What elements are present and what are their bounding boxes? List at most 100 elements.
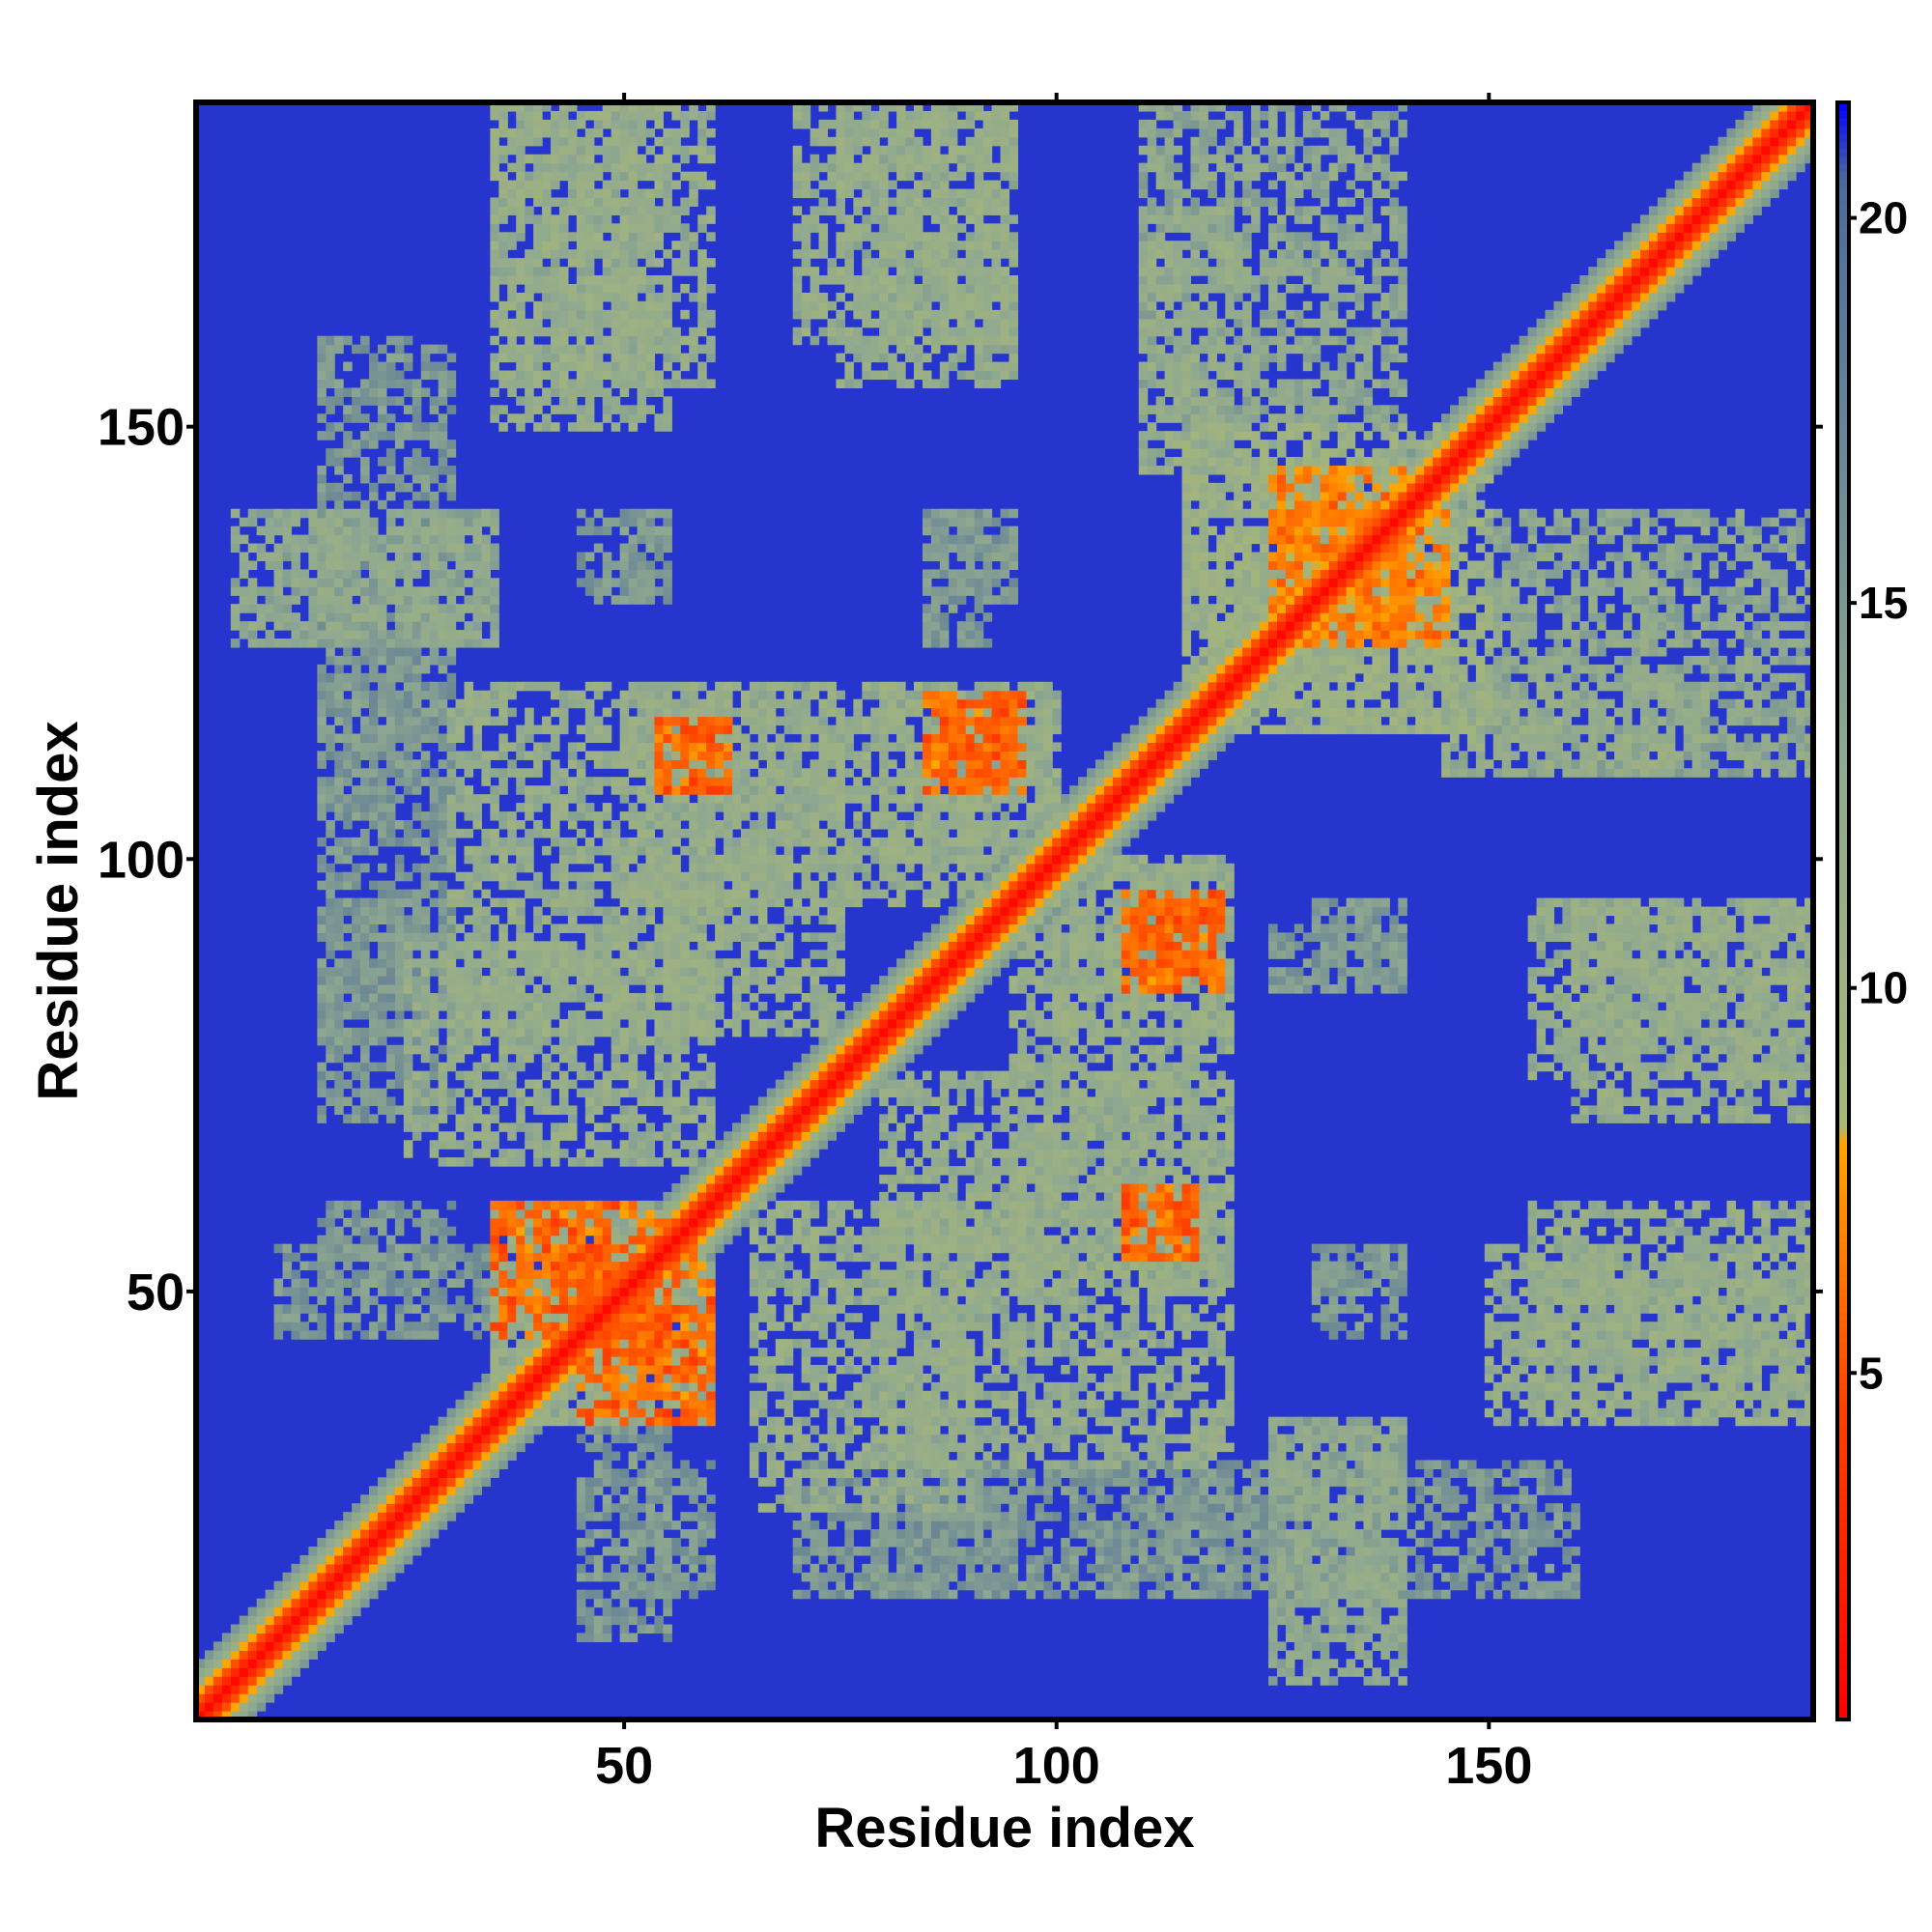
heatmap-cell — [472, 941, 483, 951]
heatmap-cell — [619, 1062, 630, 1072]
heatmap-cell — [498, 258, 508, 268]
heatmap-cell — [637, 1235, 647, 1245]
heatmap-cell — [551, 1407, 560, 1418]
heatmap-cell — [654, 880, 664, 891]
heatmap-cell — [533, 803, 543, 812]
heatmap-cell — [533, 1252, 543, 1263]
heatmap-cell — [628, 1062, 639, 1072]
heatmap-cell — [689, 751, 698, 760]
heatmap-cell — [593, 1217, 604, 1228]
heatmap-cell — [412, 457, 422, 467]
heatmap-cell — [654, 102, 664, 112]
heatmap-cell — [611, 941, 621, 951]
heatmap-cell — [584, 1381, 595, 1392]
heatmap-cell — [593, 820, 604, 830]
heatmap-cell — [481, 1001, 491, 1011]
heatmap-cell — [697, 1269, 707, 1280]
heatmap-cell — [221, 1633, 232, 1643]
heatmap-cell — [619, 128, 630, 138]
heatmap-cell — [317, 915, 327, 925]
heatmap-cell — [412, 1304, 422, 1314]
heatmap-cell — [680, 958, 690, 968]
heatmap-cell — [369, 422, 379, 432]
heatmap-cell — [654, 1538, 664, 1548]
heatmap-cell — [584, 1503, 595, 1513]
heatmap-cell — [645, 967, 656, 977]
heatmap-cell — [584, 1096, 595, 1107]
heatmap-cell — [446, 1226, 457, 1236]
heatmap-cell — [403, 1486, 413, 1495]
heatmap-cell — [611, 1001, 621, 1011]
heatmap-cell — [438, 785, 448, 795]
heatmap-cell — [689, 379, 698, 389]
heatmap-cell — [490, 275, 499, 285]
heatmap-cell — [533, 119, 543, 129]
heatmap-cell — [663, 171, 672, 182]
heatmap-cell — [317, 1009, 327, 1020]
heatmap-cell — [385, 1512, 396, 1521]
heatmap-cell — [602, 681, 612, 692]
heatmap-cell — [308, 1641, 318, 1651]
heatmap-cell — [507, 863, 517, 873]
heatmap-cell — [291, 1321, 301, 1331]
heatmap-cell — [671, 1295, 681, 1305]
heatmap-cell — [619, 180, 630, 190]
heatmap-cell — [542, 845, 552, 856]
heatmap-cell — [429, 604, 440, 613]
heatmap-cell — [481, 1287, 491, 1296]
heatmap-cell — [326, 950, 335, 959]
heatmap-cell — [584, 932, 595, 942]
heatmap-cell — [593, 318, 604, 328]
heatmap-cell — [204, 1693, 214, 1703]
heatmap-cell — [334, 526, 344, 536]
heatmap-cell — [326, 906, 335, 917]
heatmap-cell — [343, 1079, 353, 1090]
heatmap-cell — [551, 327, 560, 337]
heatmap-cell — [247, 621, 258, 631]
heatmap-cell — [412, 1468, 422, 1478]
heatmap-cell — [593, 197, 604, 208]
heatmap-cell — [645, 1348, 656, 1357]
heatmap-cell — [455, 759, 466, 769]
heatmap-cell — [516, 880, 526, 891]
heatmap-cell — [611, 1451, 621, 1462]
heatmap-cell — [593, 923, 604, 933]
heatmap-cell — [438, 543, 448, 554]
heatmap-cell — [352, 526, 361, 536]
heatmap-cell — [472, 1269, 483, 1280]
heatmap-cell — [299, 1606, 309, 1617]
heatmap-cell — [352, 742, 361, 752]
heatmap-cell — [663, 742, 672, 752]
heatmap-cell — [429, 724, 440, 735]
heatmap-cell — [584, 206, 595, 215]
heatmap-cell — [706, 1416, 716, 1427]
heatmap-cell — [533, 768, 543, 778]
heatmap-cell — [558, 223, 569, 233]
heatmap-cell — [628, 742, 639, 752]
heatmap-cell — [663, 300, 672, 311]
heatmap-cell — [369, 811, 379, 821]
heatmap-cell — [481, 639, 491, 648]
heatmap-cell — [446, 1304, 457, 1314]
heatmap-cell — [689, 984, 698, 994]
heatmap-cell — [403, 993, 413, 1003]
heatmap-cell — [464, 751, 474, 760]
heatmap-cell — [412, 1287, 422, 1296]
heatmap-cell — [671, 353, 681, 363]
heatmap-cell — [602, 1373, 612, 1383]
heatmap-cell — [602, 1615, 612, 1626]
heatmap-cell — [377, 742, 387, 752]
heatmap-cell — [516, 1243, 526, 1254]
heatmap-cell — [438, 897, 448, 908]
heatmap-cell — [273, 1580, 284, 1591]
heatmap-cell — [464, 759, 474, 769]
heatmap-cell — [516, 370, 526, 381]
heatmap-cell — [576, 803, 586, 812]
heatmap-cell — [352, 612, 361, 622]
heatmap-cell — [628, 413, 639, 423]
heatmap-cell — [464, 1416, 474, 1427]
heatmap-cell — [385, 751, 396, 760]
heatmap-cell — [576, 1503, 586, 1513]
heatmap-cell — [663, 1027, 672, 1037]
heatmap-cell — [282, 1633, 293, 1643]
